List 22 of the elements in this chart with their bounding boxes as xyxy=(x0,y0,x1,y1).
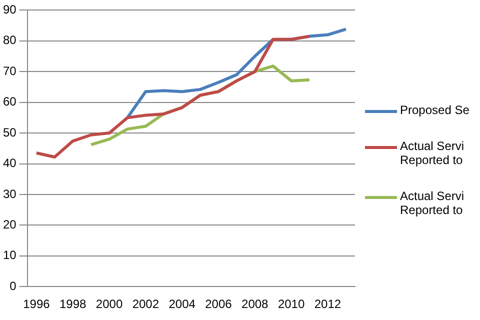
x-tick-label: 2006 xyxy=(205,297,232,312)
x-tick-label: 1996 xyxy=(23,297,50,312)
y-tick-label: 90 xyxy=(2,2,17,17)
y-tick-label: 10 xyxy=(2,248,17,262)
x-tick-label: 1998 xyxy=(60,297,87,312)
y-tick-label: 70 xyxy=(2,64,17,78)
x-tick-label: 2008 xyxy=(242,297,269,312)
y-tick-label: 0 xyxy=(10,278,17,293)
x-tick-label: 2002 xyxy=(132,297,160,312)
x-tick-label: 2010 xyxy=(278,297,305,312)
y-tick-label: 30 xyxy=(2,186,17,201)
y-tick-label: 40 xyxy=(2,156,17,170)
y-tick-label: 50 xyxy=(2,125,17,140)
legend-label: Actual Servi Reported to xyxy=(400,139,466,167)
legend-label: Proposed Se xyxy=(400,103,470,117)
y-tick-label: 80 xyxy=(2,33,17,48)
y-tick-label: 60 xyxy=(2,94,17,109)
x-tick-label: 2004 xyxy=(168,297,196,312)
x-tick-label: 2000 xyxy=(96,297,123,312)
x-tick-label: 2012 xyxy=(314,297,342,312)
legend-label: Actual Servi Reported to xyxy=(400,189,466,217)
y-tick-label: 20 xyxy=(2,217,17,232)
